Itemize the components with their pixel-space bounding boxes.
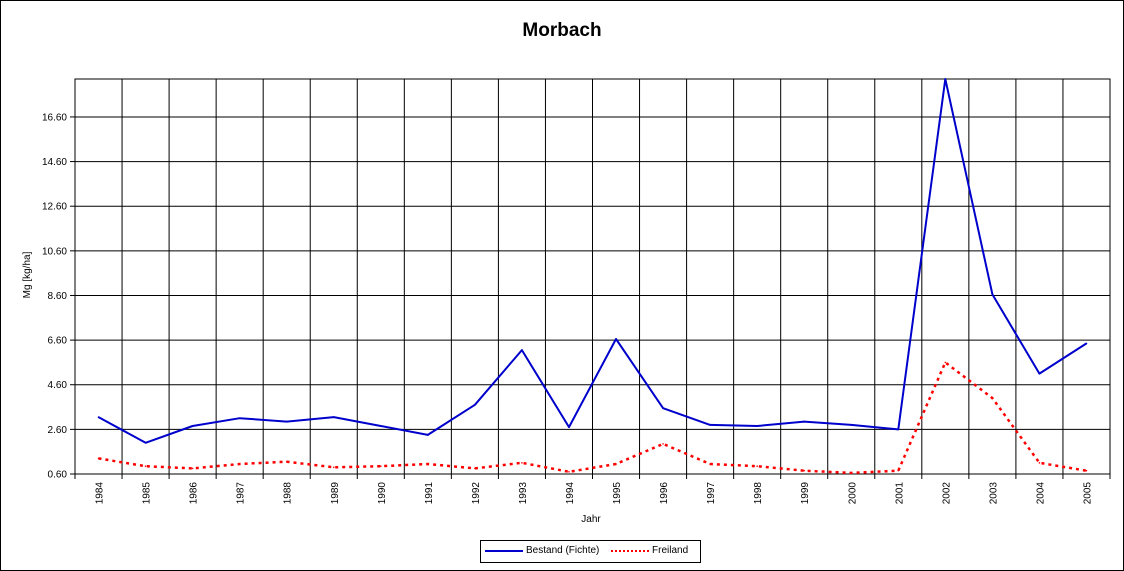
data-point-0 bbox=[944, 78, 947, 80]
data-point-0 bbox=[97, 416, 100, 418]
series-line-0 bbox=[98, 78, 1088, 444]
legend: Bestand (Fichte) Freiland bbox=[480, 540, 701, 563]
data-point-0 bbox=[850, 424, 853, 426]
y-tick-labels: 0.60 2.60 4.60 6.60 8.60 10.60 12.60 14.60 16.60 bbox=[42, 112, 67, 480]
x-axis-label: Jahr bbox=[581, 514, 601, 525]
y-tick-label: 14.60 bbox=[42, 157, 67, 168]
x-tick-label: 1990 bbox=[377, 482, 388, 505]
data-point-1 bbox=[521, 462, 523, 464]
legend-label-bestand: Bestand (Fichte) bbox=[526, 545, 600, 556]
data-point-0 bbox=[474, 404, 476, 406]
legend-item-bestand: Bestand (Fichte) bbox=[485, 545, 599, 556]
y-tick-label: 6.60 bbox=[48, 336, 68, 347]
data-point-1 bbox=[662, 443, 664, 445]
x-tick-label: 2005 bbox=[1082, 482, 1093, 505]
data-point-0 bbox=[803, 420, 806, 423]
data-point-1 bbox=[991, 397, 994, 399]
data-point-0 bbox=[521, 349, 523, 351]
x-tick-label: 2003 bbox=[988, 482, 999, 505]
data-point-1 bbox=[427, 463, 429, 465]
x-tick-label: 1991 bbox=[424, 482, 435, 505]
data-point-0 bbox=[379, 425, 382, 427]
data-point-0 bbox=[238, 417, 241, 420]
data-point-1 bbox=[332, 466, 335, 469]
data-point-1 bbox=[803, 469, 806, 472]
data-point-0 bbox=[285, 420, 288, 423]
chart-title: Morbach bbox=[522, 20, 602, 41]
data-point-1 bbox=[850, 472, 853, 474]
data-point-1 bbox=[897, 469, 900, 472]
data-point-1 bbox=[144, 465, 147, 467]
data-point-1 bbox=[238, 463, 241, 465]
x-tick-label: 1993 bbox=[518, 482, 529, 505]
legend-swatch-freiland bbox=[611, 549, 649, 552]
x-tick-label: 1997 bbox=[706, 482, 717, 505]
y-tick-label: 12.60 bbox=[42, 202, 67, 213]
data-point-0 bbox=[709, 424, 711, 426]
data-point-0 bbox=[756, 425, 758, 427]
data-point-1 bbox=[756, 465, 758, 467]
series-line-1 bbox=[98, 361, 1087, 475]
x-tick-label: 1985 bbox=[142, 482, 153, 505]
x-tick-label: 1987 bbox=[236, 482, 247, 505]
data-point-0 bbox=[568, 426, 570, 428]
data-point-0 bbox=[144, 441, 147, 444]
y-tick-label: 16.60 bbox=[42, 112, 67, 123]
x-tick-label: 1986 bbox=[189, 482, 200, 505]
x-tick-label: 1999 bbox=[800, 482, 811, 505]
x-tick-label: 1988 bbox=[283, 482, 294, 505]
y-tick-label: 10.60 bbox=[42, 246, 67, 257]
legend-swatch-bestand bbox=[485, 549, 523, 552]
data-point-1 bbox=[1085, 469, 1088, 472]
data-point-0 bbox=[991, 293, 994, 296]
data-point-1 bbox=[1038, 462, 1041, 464]
grid-layer bbox=[70, 78, 1111, 479]
x-tick-label: 1992 bbox=[471, 482, 482, 505]
x-tick-label: 1989 bbox=[330, 482, 341, 505]
y-tick-label: 0.60 bbox=[48, 470, 68, 481]
data-point-0 bbox=[1085, 342, 1088, 345]
data-point-0 bbox=[332, 416, 335, 418]
data-point-1 bbox=[285, 460, 288, 463]
legend-label-freiland: Freiland bbox=[652, 545, 689, 556]
data-point-0 bbox=[615, 338, 617, 340]
data-point-1 bbox=[615, 463, 617, 465]
data-point-0 bbox=[897, 428, 900, 431]
data-point-1 bbox=[944, 361, 947, 364]
x-tick-label: 1994 bbox=[565, 482, 576, 505]
x-tick-label: 1984 bbox=[95, 482, 106, 505]
data-point-0 bbox=[1038, 372, 1041, 375]
data-point-0 bbox=[191, 425, 194, 427]
y-tick-label: 8.60 bbox=[48, 291, 68, 302]
data-point-0 bbox=[662, 407, 664, 409]
x-tick-label: 2002 bbox=[941, 482, 952, 505]
x-tick-label: 1996 bbox=[659, 482, 670, 505]
series-layer bbox=[97, 78, 1088, 475]
y-tick-label: 4.60 bbox=[48, 380, 68, 391]
y-axis-label: Mg [kg/ha] bbox=[22, 251, 33, 298]
data-point-1 bbox=[709, 463, 711, 465]
x-tick-labels: 1984 1985 1986 1987 1988 1989 1990 1991 1992 1993… bbox=[95, 482, 1094, 505]
x-tick-label: 2001 bbox=[894, 482, 905, 505]
x-tick-label: 1995 bbox=[612, 482, 623, 505]
legend-item-freiland: Freiland bbox=[611, 545, 688, 556]
x-tick-label: 2000 bbox=[847, 482, 858, 505]
y-tick-label: 2.60 bbox=[48, 425, 68, 436]
data-point-0 bbox=[427, 434, 429, 436]
x-tick-label: 2004 bbox=[1035, 482, 1046, 505]
data-point-1 bbox=[379, 465, 382, 467]
data-point-1 bbox=[191, 467, 194, 470]
data-point-1 bbox=[474, 467, 476, 470]
data-point-1 bbox=[97, 457, 100, 460]
data-point-1 bbox=[568, 470, 570, 473]
x-tick-label: 1998 bbox=[753, 482, 764, 505]
